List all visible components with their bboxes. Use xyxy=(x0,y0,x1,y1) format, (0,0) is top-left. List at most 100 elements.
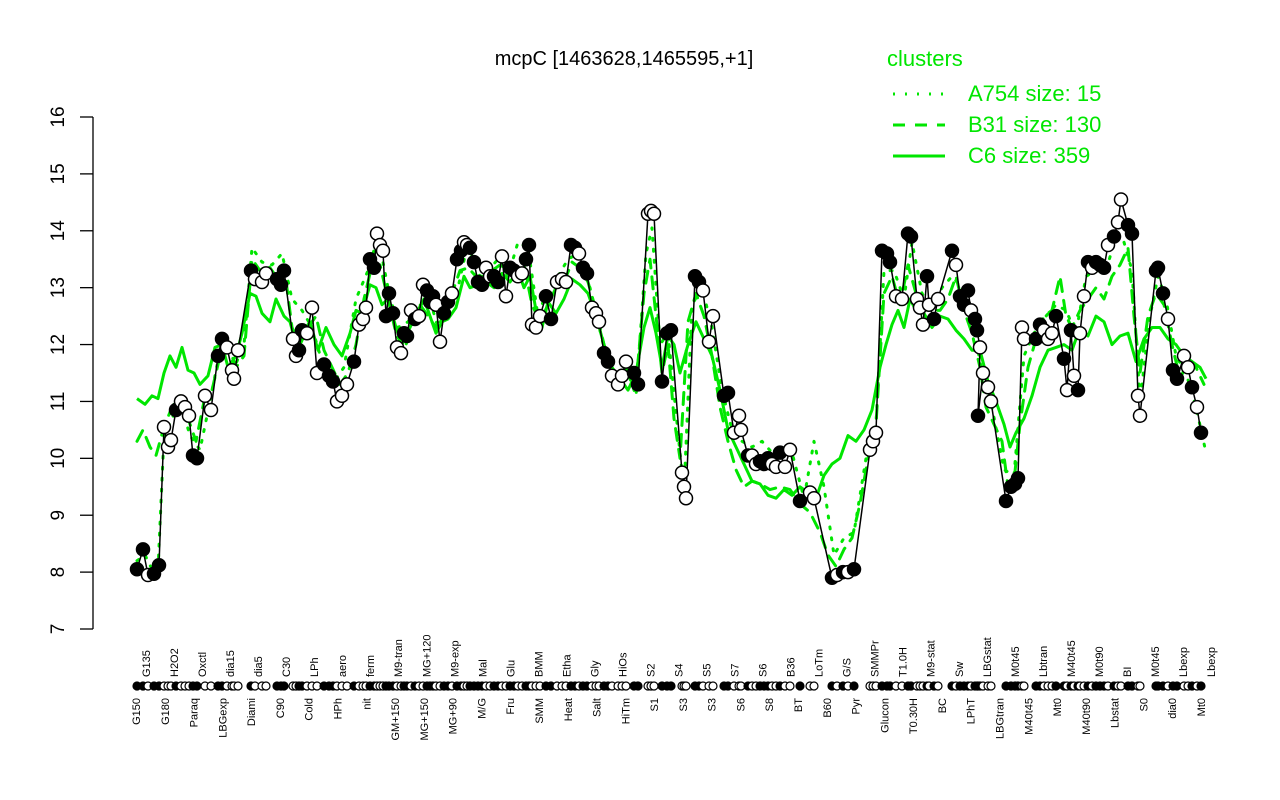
data-point xyxy=(444,286,460,301)
y-tick-label: 8 xyxy=(48,567,69,578)
data-point xyxy=(226,371,242,386)
x-tick-label: Oxctl xyxy=(197,652,209,677)
data-point xyxy=(189,451,205,466)
cluster-line-dashed xyxy=(135,246,1206,568)
data-point xyxy=(1155,286,1171,301)
data-point xyxy=(630,377,646,392)
data-point xyxy=(591,314,607,330)
x-tick-label: LPhT xyxy=(966,698,978,725)
data-point xyxy=(197,388,213,404)
data-point xyxy=(894,291,910,307)
y-tick-label: 10 xyxy=(48,448,69,469)
data-point xyxy=(926,311,942,327)
x-tick-label: S3 xyxy=(707,698,719,711)
data-point xyxy=(806,490,822,506)
x-tick-label: Sw xyxy=(954,662,966,677)
x-tick-label: ferm xyxy=(365,655,377,677)
rug-marker xyxy=(795,681,805,691)
x-tick-label: SMMPr xyxy=(870,640,882,677)
x-tick-label: HiOs xyxy=(617,652,629,677)
data-point xyxy=(1160,311,1176,327)
data-point xyxy=(1193,425,1209,440)
data-point xyxy=(230,342,246,358)
y-tick-label: 14 xyxy=(48,220,69,242)
x-tick-label: Lbexp xyxy=(1206,647,1218,677)
legend-title: clusters xyxy=(887,46,963,71)
rug-marker xyxy=(681,681,691,691)
data-point xyxy=(705,308,721,324)
rug-marker xyxy=(809,681,819,691)
x-tick-label: S6 xyxy=(758,664,770,677)
x-tick-label: aero xyxy=(337,655,349,677)
data-point xyxy=(1048,308,1064,324)
data-point xyxy=(674,465,690,480)
data-point xyxy=(543,311,559,327)
data-point xyxy=(970,408,986,423)
y-tick-label: 7 xyxy=(48,624,69,635)
data-point xyxy=(514,266,530,281)
x-tick-label: dia15 xyxy=(225,650,237,677)
x-tick-label: GM+150 xyxy=(390,698,402,741)
rug-marker xyxy=(666,681,676,691)
rug-marker xyxy=(1051,681,1061,691)
x-tick-label: C30 xyxy=(281,657,293,677)
data-point xyxy=(151,558,167,573)
x-tick-label: MG+150 xyxy=(419,698,431,741)
data-point xyxy=(490,274,506,290)
data-point xyxy=(1150,260,1166,276)
x-tick-label: Mt0 xyxy=(1196,698,1208,716)
data-point xyxy=(618,354,634,369)
data-point xyxy=(1056,351,1072,367)
data-point xyxy=(868,425,884,440)
x-tick-label: MG+90 xyxy=(448,698,460,734)
data-point xyxy=(521,237,537,253)
data-point xyxy=(1180,360,1196,375)
cluster-line-solid xyxy=(136,269,1208,500)
rug-marker xyxy=(233,681,243,691)
data-point xyxy=(432,334,448,349)
y-axis: 7 8 9 10 11 12 13 14 15 16 xyxy=(48,106,94,635)
x-tick-label: T0.30H xyxy=(908,698,920,734)
x-tick-label: M0t45 xyxy=(1150,646,1162,677)
data-point xyxy=(980,379,996,395)
data-point xyxy=(998,493,1014,509)
y-tick-label: 11 xyxy=(48,392,69,412)
rug-marker xyxy=(1196,681,1206,691)
x-tick-label: LBGtran xyxy=(995,698,1007,739)
x-tick-label: Lbexp xyxy=(1178,647,1190,677)
rug-marker xyxy=(785,681,795,691)
data-point xyxy=(1169,371,1185,386)
x-tick-label: SMM xyxy=(534,698,546,724)
data-point xyxy=(654,374,670,389)
x-tick-label: C90 xyxy=(275,698,287,718)
x-tick-label: dia5 xyxy=(253,656,265,677)
x-tick-label: Lbstat xyxy=(1110,698,1122,728)
data-point xyxy=(135,542,151,557)
data-point xyxy=(210,348,226,364)
data-point xyxy=(462,240,478,256)
x-tick-label: LoTm xyxy=(814,649,826,677)
data-point xyxy=(346,354,362,369)
data-point xyxy=(285,331,301,347)
rug-marker xyxy=(633,681,643,691)
x-tick-label: G135 xyxy=(141,650,153,677)
expression-line xyxy=(136,199,1202,579)
x-tick-label: M9-exp xyxy=(449,640,461,677)
data-point xyxy=(972,340,988,355)
data-point xyxy=(1184,379,1200,395)
x-tick-label: S4 xyxy=(674,664,686,677)
data-point xyxy=(558,274,574,290)
rug-marker xyxy=(1135,681,1145,691)
x-tick-label: BC xyxy=(937,698,949,713)
data-point xyxy=(276,263,292,278)
rug-marker xyxy=(279,681,289,691)
data-point xyxy=(538,288,554,304)
x-tick-label: H2O2 xyxy=(169,648,181,677)
data-point xyxy=(181,408,197,423)
data-point xyxy=(1130,388,1146,404)
data-point xyxy=(1096,260,1112,276)
x-tick-label: M40t90 xyxy=(1081,698,1093,735)
data-point xyxy=(358,300,374,315)
data-point xyxy=(678,490,694,506)
